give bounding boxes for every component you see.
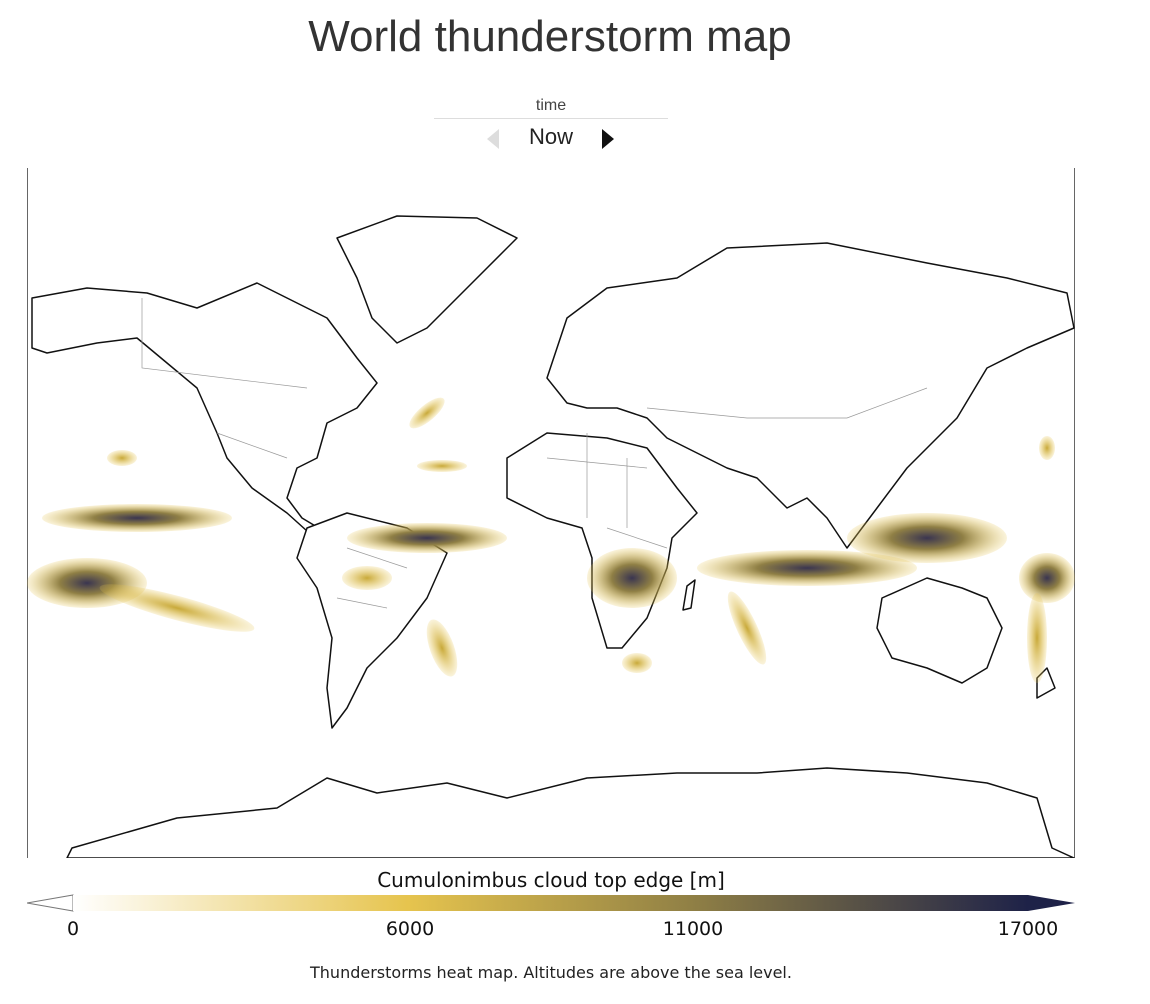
triangle-right-icon[interactable] [602, 129, 614, 149]
colorbar-tick: 6000 [385, 918, 435, 940]
time-value: Now [528, 124, 573, 149]
map-caption: Thunderstorms heat map. Altitudes are ab… [310, 963, 792, 982]
colorbar [27, 894, 1075, 912]
time-label: time [434, 97, 668, 119]
page-title: World thunderstorm map [308, 12, 792, 61]
colorbar-tick: 0 [66, 918, 80, 940]
triangle-left-icon[interactable] [487, 129, 499, 149]
greenland [336, 215, 518, 344]
colorbar-max-extend [1028, 895, 1075, 911]
colorbar-tick: 11000 [662, 918, 724, 940]
borders [141, 298, 928, 609]
antarctica [66, 767, 1075, 858]
madagascar [682, 579, 696, 611]
colorbar-gradient [73, 895, 1028, 911]
colorbar-tick: 17000 [997, 918, 1059, 940]
world-map [27, 168, 1075, 858]
time-selector: Now [434, 124, 668, 152]
thunderstorm-cells [27, 397, 1075, 683]
africa [506, 432, 698, 649]
australia [876, 577, 1003, 684]
colorbar-min-extend [27, 894, 74, 912]
coastlines [31, 215, 1075, 858]
colorbar-title: Cumulonimbus cloud top edge [m] [377, 868, 725, 892]
europe-asia [546, 242, 1075, 549]
